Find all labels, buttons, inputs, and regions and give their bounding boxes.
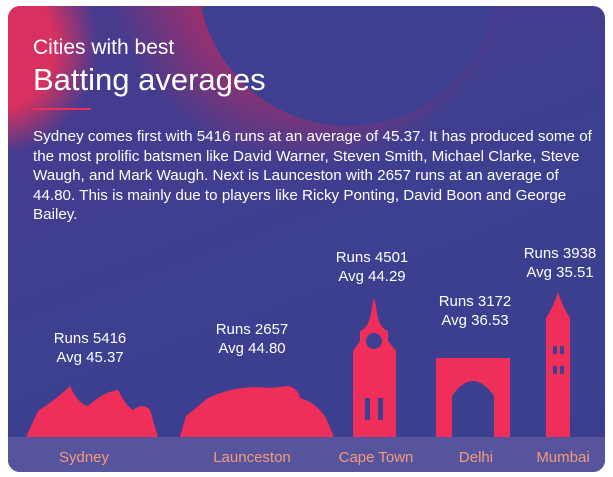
sydney-opera-house (26, 386, 158, 437)
accent-line (33, 108, 91, 110)
title: Batting averages (33, 62, 266, 98)
city-name: Mumbai (508, 449, 605, 466)
description: Sydney comes first with 5416 runs at an … (33, 127, 593, 225)
city-name: Cape Town (321, 449, 431, 466)
page: Cities with best Batting averages Sydney… (0, 0, 613, 477)
runs-label: Runs 2657 (197, 320, 307, 339)
avg-label: Avg 36.53 (420, 311, 530, 330)
avg-label: Avg 44.29 (317, 267, 427, 286)
infographic-card: Cities with best Batting averages Sydney… (8, 6, 605, 472)
runs-label: Runs 4501 (317, 248, 427, 267)
runs-label: Runs 3172 (420, 292, 530, 311)
avg-label: Avg 44.80 (197, 339, 307, 358)
cape-town-tower (353, 298, 396, 437)
city-name: Launceston (197, 449, 307, 466)
runs-label: Runs 5416 (35, 329, 145, 348)
delhi-gate (436, 358, 510, 437)
avg-label: Avg 35.51 (505, 263, 605, 282)
avg-label: Avg 45.37 (35, 348, 145, 367)
subtitle: Cities with best (33, 36, 174, 60)
launceston-building (180, 386, 334, 437)
runs-label: Runs 3938 (505, 244, 605, 263)
mumbai-tower (546, 292, 570, 437)
city-name: Sydney (29, 449, 139, 466)
